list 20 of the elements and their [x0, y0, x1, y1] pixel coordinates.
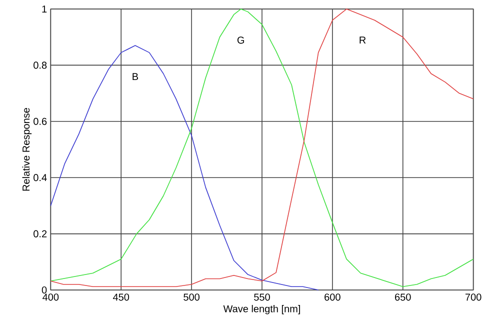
x-tick-label: 700 [466, 294, 482, 301]
y-tick-label: 0.2 [34, 230, 47, 238]
series-label: G [237, 36, 244, 44]
y-axis-title: Relative Response [22, 108, 32, 191]
x-tick-label: 650 [395, 294, 411, 301]
y-tick-label: 0.4 [34, 174, 47, 182]
line-series [50, 45, 319, 290]
x-tick-label: 500 [184, 294, 200, 301]
x-axis-title: Wave length [nm] [223, 304, 300, 314]
x-tick-label: 400 [42, 294, 59, 301]
y-tick-label: 0.8 [34, 62, 47, 69]
text: B [132, 73, 138, 80]
y-tick-label: 0.6 [34, 118, 47, 125]
x-tick-label: 600 [324, 294, 340, 301]
x-tick-label: 450 [113, 294, 130, 301]
y-tick-label: 1 [42, 6, 47, 12]
line-series [50, 8, 474, 288]
x-tick-label: 550 [254, 294, 270, 301]
series-label: R [360, 36, 366, 44]
y-tick-label: 0 [42, 286, 47, 294]
